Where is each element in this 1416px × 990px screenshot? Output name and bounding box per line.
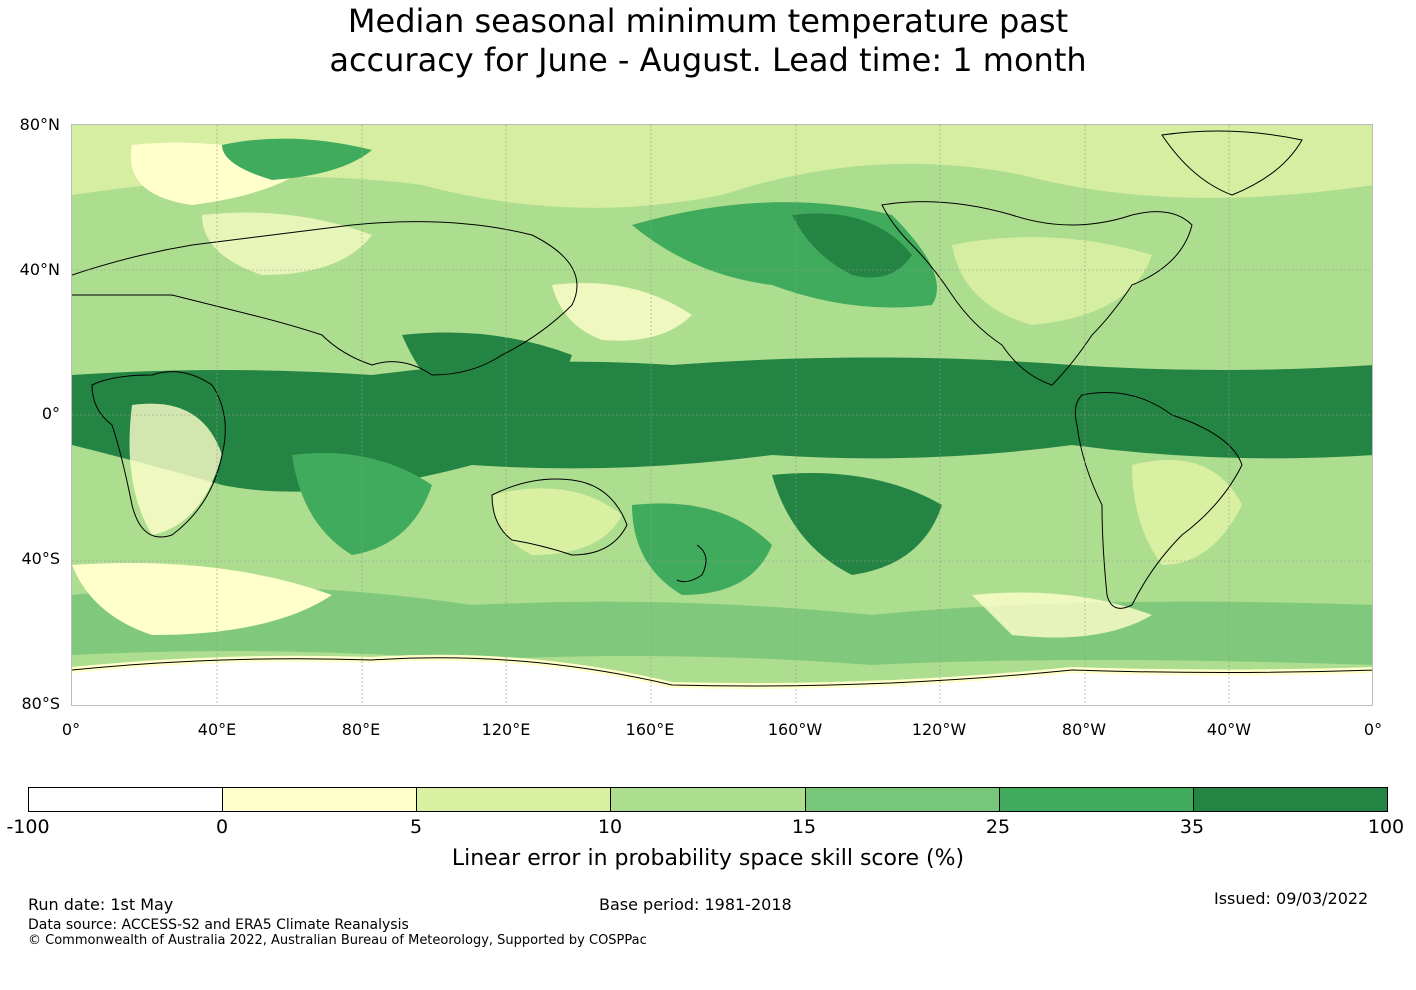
- tropical-band: [72, 357, 1372, 492]
- coastline-new-zealand: [676, 544, 707, 583]
- colorbar-segment-6: [999, 788, 1194, 811]
- lat-label-40n: 40°N: [19, 260, 60, 279]
- colorbar-tick-5: 5: [409, 816, 423, 838]
- east-asia-pale-patch: [552, 283, 692, 341]
- colorbar-tick-minus100: -100: [6, 816, 50, 838]
- lon-label-40w: 40°W: [1206, 720, 1252, 739]
- map-title: Median seasonal minimum temperature past…: [0, 2, 1416, 80]
- copyright: © Commonwealth of Australia 2022, Austra…: [28, 933, 647, 948]
- colorbar-segment-1: [29, 788, 224, 811]
- coastline-north-america: [881, 201, 1193, 386]
- barents-region: [222, 138, 372, 180]
- arctic-region: [72, 125, 1372, 208]
- issued-date: Issued: 09/03/2022: [1214, 889, 1369, 908]
- australia-region: [492, 488, 622, 555]
- colorbar-segment-4: [611, 788, 806, 811]
- lon-label-0: 0°: [61, 720, 81, 739]
- skill-score-map: [71, 124, 1373, 706]
- lon-label-80e: 80°E: [341, 720, 381, 739]
- lon-label-80w: 80°W: [1061, 720, 1107, 739]
- coastline-south-america: [1074, 392, 1243, 609]
- coastline-greenland: [1161, 130, 1303, 196]
- coastline-australia: [491, 478, 628, 556]
- colorbar-tick-0: 0: [215, 816, 229, 838]
- lat-label-80s: 80°S: [21, 694, 60, 713]
- colorbar-segment-7: [1193, 788, 1387, 811]
- lat-label-40s: 40°S: [21, 549, 60, 568]
- lat-label-0: 0°: [41, 404, 60, 423]
- coastlines: [72, 130, 1372, 687]
- colorbar-label: Linear error in probability space skill …: [451, 846, 965, 871]
- indian-ocean-region: [292, 453, 432, 555]
- coastline-africa: [91, 371, 226, 538]
- gulf-of-alaska-region: [792, 213, 912, 278]
- data-source: Data source: ACCESS-S2 and ERA5 Climate …: [28, 917, 409, 933]
- colorbar-segment-5: [805, 788, 1000, 811]
- south-pacific-region: [772, 473, 942, 575]
- colorbar-tick-10: 10: [597, 816, 623, 838]
- run-date: Run date: 1st May: [28, 895, 174, 914]
- base-period: Base period: 1981-2018: [599, 895, 792, 914]
- colorbar-tick-100: 100: [1367, 816, 1405, 838]
- lon-label-120e: 120°E: [481, 720, 531, 739]
- south-america-region: [1132, 460, 1242, 565]
- north-america-region: [952, 237, 1152, 325]
- graticule: [72, 125, 1372, 705]
- south-atlantic-pale-patch: [72, 563, 332, 635]
- colorbar-segment-2: [223, 788, 418, 811]
- africa-pale-patch: [129, 403, 222, 535]
- coastline-eurasia: [72, 221, 578, 376]
- lon-label-120w: 120°W: [911, 720, 967, 739]
- maritime-continent-region: [402, 332, 572, 425]
- colorbar-tick-25: 25: [985, 816, 1011, 838]
- antarctica-region: [72, 657, 1372, 705]
- coastline-antarctica: [72, 657, 1372, 687]
- lon-label-0-east: 0°: [1363, 720, 1383, 739]
- title-line-2: accuracy for June - August. Lead time: 1…: [329, 41, 1087, 79]
- atlantic-tropical-region: [1272, 385, 1372, 430]
- colorbar: [28, 787, 1388, 812]
- south-pacific-pale-patch: [972, 592, 1152, 638]
- lon-label-160e: 160°E: [625, 720, 675, 739]
- colorbar-tick-15: 15: [791, 816, 817, 838]
- lon-label-40e: 40°E: [197, 720, 237, 739]
- lon-label-160w: 160°W: [767, 720, 823, 739]
- title-line-1: Median seasonal minimum temperature past: [347, 2, 1069, 40]
- colorbar-tick-35: 35: [1179, 816, 1205, 838]
- colorbar-segment-3: [417, 788, 612, 811]
- lat-label-80n: 80°N: [19, 115, 60, 134]
- map-svg: [72, 125, 1372, 705]
